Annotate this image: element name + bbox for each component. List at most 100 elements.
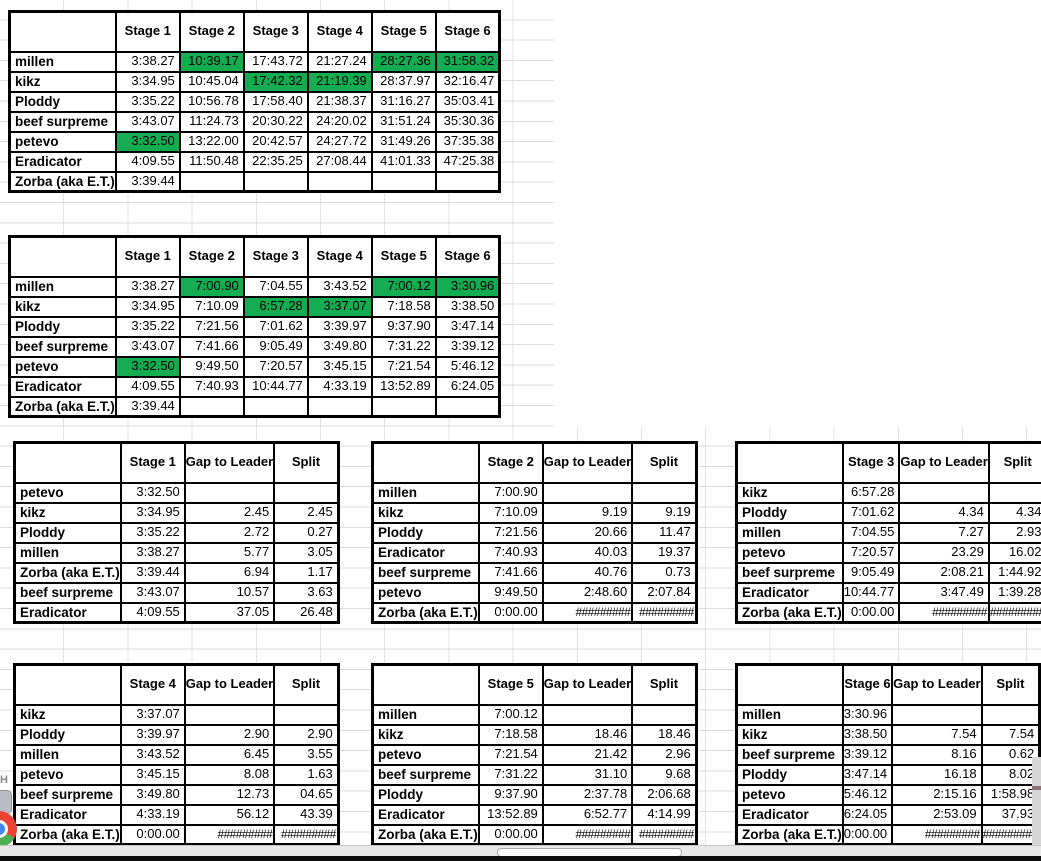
rider-name-cell[interactable]: Ploddy xyxy=(13,521,122,544)
time-cell[interactable]: 0:00.00 xyxy=(841,601,901,624)
rider-name-cell[interactable]: Ploddy xyxy=(8,90,117,113)
time-cell[interactable]: 4:09.55 xyxy=(114,375,181,398)
time-cell[interactable]: 3:39.44 xyxy=(114,395,181,418)
split-cell[interactable]: 2:06.68 xyxy=(631,783,698,806)
time-cell[interactable]: 31:16.27 xyxy=(370,90,437,113)
rider-name-cell[interactable]: kikz xyxy=(13,703,122,726)
time-cell[interactable]: 6:24.05 xyxy=(841,803,894,826)
time-cell[interactable]: 32:16.47 xyxy=(434,70,501,93)
gap-cell[interactable]: 40.03 xyxy=(541,541,634,564)
time-cell[interactable]: 7:18.58 xyxy=(370,295,437,318)
split-cell[interactable] xyxy=(631,481,698,504)
best-time-cell[interactable]: 21:19.39 xyxy=(306,70,373,93)
time-cell[interactable] xyxy=(306,170,373,193)
time-cell[interactable]: 13:22.00 xyxy=(178,130,245,153)
stage-column-header[interactable]: Stage 4 xyxy=(119,663,186,706)
chrome-icon[interactable] xyxy=(0,811,17,847)
rider-name-cell[interactable]: Ploddy xyxy=(371,521,480,544)
split-cell[interactable]: 26.48 xyxy=(273,601,340,624)
time-cell[interactable]: 7:10.09 xyxy=(477,501,544,524)
split-header[interactable]: Split xyxy=(631,663,698,706)
time-cell[interactable]: 7:20.57 xyxy=(242,355,309,378)
time-cell[interactable]: 10:44.77 xyxy=(841,581,901,604)
time-cell[interactable]: 21:27.24 xyxy=(306,50,373,73)
split-cell[interactable]: 19.37 xyxy=(631,541,698,564)
split-cell[interactable]: 2.96 xyxy=(631,743,698,766)
time-cell[interactable]: 7:21.56 xyxy=(178,315,245,338)
time-cell[interactable]: 3:39.12 xyxy=(434,335,501,358)
stage-column-header[interactable]: Stage 5 xyxy=(477,663,544,706)
gap-to-leader-header[interactable]: Gap to Leader xyxy=(183,663,276,706)
time-cell[interactable]: 31:51.24 xyxy=(370,110,437,133)
gap-cell[interactable] xyxy=(541,703,634,726)
gap-cell[interactable]: 6.94 xyxy=(183,561,276,584)
rider-name-cell[interactable]: Zorba (aka E.T.) xyxy=(735,601,844,624)
rider-name-cell[interactable]: petevo xyxy=(371,743,480,766)
gap-to-leader-header[interactable]: Gap to Leader xyxy=(541,441,634,484)
split-header[interactable]: Split xyxy=(987,441,1041,484)
split-cell[interactable]: 1:58.98 xyxy=(980,783,1041,806)
rider-name-cell[interactable]: Zorba (aka E.T.) xyxy=(371,601,480,624)
split-cell[interactable]: 3.55 xyxy=(273,743,340,766)
gap-cell[interactable]: 18.46 xyxy=(541,723,634,746)
time-cell[interactable]: 0:00.00 xyxy=(477,601,544,624)
split-cell[interactable] xyxy=(273,703,340,726)
gap-cell[interactable]: 7.54 xyxy=(891,723,983,746)
rider-name-cell[interactable]: Eradicator xyxy=(13,803,122,826)
best-time-cell[interactable]: 31:58.32 xyxy=(434,50,501,73)
column-header[interactable]: Stage 6 xyxy=(434,235,501,278)
time-cell[interactable]: 20:30.22 xyxy=(242,110,309,133)
split-cell[interactable]: 0.62 xyxy=(980,743,1041,766)
gap-cell[interactable]: 2:08.21 xyxy=(898,561,990,584)
time-cell[interactable]: 3:38.27 xyxy=(114,275,181,298)
column-header[interactable]: Stage 6 xyxy=(434,10,501,53)
time-cell[interactable]: 13:52.89 xyxy=(370,375,437,398)
stage-column-header[interactable]: Stage 6 xyxy=(841,663,894,706)
split-cell[interactable]: 1.63 xyxy=(273,763,340,786)
time-cell[interactable]: 3:34.95 xyxy=(114,295,181,318)
time-cell[interactable]: 0:00.00 xyxy=(477,823,544,846)
time-cell[interactable]: 3:38.27 xyxy=(114,50,181,73)
time-cell[interactable]: 3:35.22 xyxy=(114,90,181,113)
gap-cell[interactable]: 2:48.60 xyxy=(541,581,634,604)
split-header[interactable]: Split xyxy=(273,441,340,484)
stage-column-header[interactable]: Stage 3 xyxy=(841,441,901,484)
split-cell[interactable] xyxy=(980,703,1041,726)
time-cell[interactable]: 10:44.77 xyxy=(242,375,309,398)
column-header[interactable]: Stage 2 xyxy=(178,10,245,53)
rider-name-cell[interactable]: millen xyxy=(13,743,122,766)
time-cell[interactable]: 5:46.12 xyxy=(841,783,894,806)
rider-name-cell[interactable]: Eradicator xyxy=(735,581,844,604)
rider-name-cell[interactable]: millen xyxy=(8,275,117,298)
time-cell[interactable]: 3:43.52 xyxy=(119,743,186,766)
best-time-cell[interactable]: 7:00.12 xyxy=(370,275,437,298)
rider-name-cell[interactable]: petevo xyxy=(13,481,122,504)
time-cell[interactable]: 3:43.07 xyxy=(114,110,181,133)
best-time-cell[interactable]: 3:32.50 xyxy=(114,130,181,153)
time-cell[interactable]: 47:25.38 xyxy=(434,150,501,173)
rider-name-cell[interactable]: petevo xyxy=(735,783,844,806)
time-cell[interactable]: 3:39.44 xyxy=(114,170,181,193)
rider-name-cell[interactable]: Eradicator xyxy=(13,601,122,624)
rider-name-cell[interactable]: beef surpreme xyxy=(735,561,844,584)
rider-name-cell[interactable]: Zorba (aka E.T.) xyxy=(735,823,844,846)
gap-to-leader-header[interactable]: Gap to Leader xyxy=(541,663,634,706)
gap-cell[interactable]: 2.90 xyxy=(183,723,276,746)
time-cell[interactable]: 31:49.26 xyxy=(370,130,437,153)
time-cell[interactable]: 21:38.37 xyxy=(306,90,373,113)
time-cell[interactable]: 10:45.04 xyxy=(178,70,245,93)
rider-name-cell[interactable]: Ploddy xyxy=(735,501,844,524)
split-cell[interactable]: 1:39.28 xyxy=(987,581,1041,604)
gap-cell[interactable] xyxy=(183,703,276,726)
rider-name-cell[interactable]: Zorba (aka E.T.) xyxy=(8,395,117,418)
time-cell[interactable]: 35:30.36 xyxy=(434,110,501,133)
split-cell[interactable]: 4.34 xyxy=(987,501,1041,524)
gap-to-leader-header[interactable]: Gap to Leader xyxy=(898,441,990,484)
time-cell[interactable]: 11:24.73 xyxy=(178,110,245,133)
column-header[interactable]: Stage 3 xyxy=(242,10,309,53)
time-cell[interactable]: 9:37.90 xyxy=(477,783,544,806)
split-cell[interactable]: 04.65 xyxy=(273,783,340,806)
gap-cell[interactable]: 9.19 xyxy=(541,501,634,524)
corner-header-cell[interactable] xyxy=(8,10,117,53)
gap-cell[interactable] xyxy=(541,481,634,504)
